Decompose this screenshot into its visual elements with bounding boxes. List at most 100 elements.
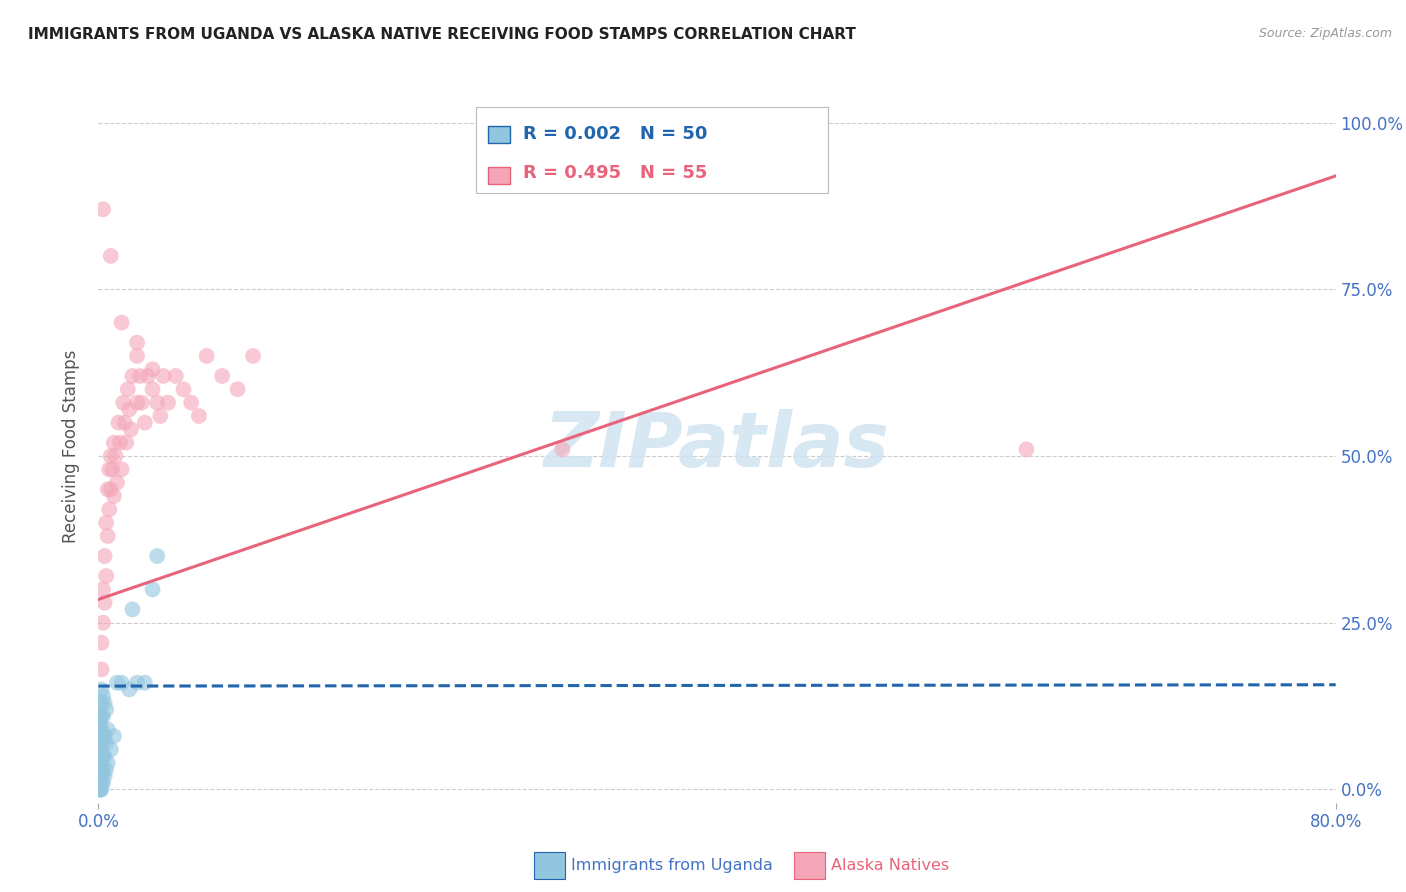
Point — [103, 729, 125, 743]
Point — [89, 742, 111, 756]
Point — [90, 709, 112, 723]
Point — [152, 368, 174, 383]
Text: ZIPatlas: ZIPatlas — [544, 409, 890, 483]
Point — [120, 422, 142, 436]
Point — [551, 442, 574, 457]
Bar — [488, 127, 510, 143]
Point — [134, 675, 156, 690]
Point — [142, 582, 165, 597]
Point — [146, 395, 169, 409]
Text: R = 0.002   N = 50: R = 0.002 N = 50 — [523, 125, 707, 143]
Point — [90, 662, 112, 676]
Point — [90, 763, 112, 777]
Point — [188, 409, 211, 423]
Point — [93, 596, 115, 610]
Point — [89, 736, 111, 750]
Point — [90, 696, 112, 710]
Point — [96, 516, 118, 530]
Point — [89, 756, 111, 770]
Point — [226, 382, 249, 396]
Point — [242, 349, 264, 363]
Point — [91, 763, 114, 777]
Point — [101, 462, 124, 476]
Point — [127, 675, 149, 690]
Point — [90, 776, 112, 790]
Point — [107, 416, 129, 430]
Point — [97, 529, 120, 543]
Point — [93, 729, 115, 743]
Point — [111, 316, 134, 330]
Point — [111, 462, 134, 476]
Point — [96, 702, 118, 716]
Point — [98, 462, 121, 476]
Point — [89, 782, 111, 797]
Point — [90, 749, 112, 764]
Point — [180, 395, 202, 409]
Text: Alaska Natives: Alaska Natives — [831, 858, 949, 872]
Point — [129, 368, 152, 383]
Point — [134, 416, 156, 430]
Point — [1015, 442, 1038, 457]
Point — [90, 636, 112, 650]
Point — [93, 749, 115, 764]
Point — [91, 689, 114, 703]
Point — [96, 736, 118, 750]
Point — [90, 682, 112, 697]
Bar — [475, 107, 828, 193]
Point — [173, 382, 195, 396]
Point — [90, 782, 112, 797]
Point — [89, 723, 111, 737]
Point — [100, 449, 122, 463]
Point — [100, 742, 122, 756]
Bar — [488, 168, 510, 184]
Point — [103, 489, 125, 503]
Point — [108, 435, 131, 450]
Point — [89, 709, 111, 723]
Point — [165, 368, 187, 383]
Point — [149, 409, 172, 423]
Point — [131, 395, 153, 409]
Point — [211, 368, 233, 383]
Text: R = 0.495   N = 55: R = 0.495 N = 55 — [523, 164, 707, 182]
Point — [97, 723, 120, 737]
Point — [100, 483, 122, 497]
Point — [104, 449, 127, 463]
Point — [89, 715, 111, 730]
Point — [96, 763, 118, 777]
Point — [90, 723, 112, 737]
Point — [89, 782, 111, 797]
Point — [90, 736, 112, 750]
Point — [89, 782, 111, 797]
Point — [91, 582, 114, 597]
Point — [114, 416, 136, 430]
Point — [91, 776, 114, 790]
Point — [105, 675, 128, 690]
Point — [118, 682, 141, 697]
Y-axis label: Receiving Food Stamps: Receiving Food Stamps — [62, 350, 80, 542]
Point — [98, 502, 121, 516]
Point — [127, 349, 149, 363]
Point — [105, 475, 128, 490]
Point — [127, 335, 149, 350]
Point — [89, 776, 111, 790]
Point — [96, 569, 118, 583]
Point — [127, 395, 149, 409]
Point — [157, 395, 180, 409]
Point — [118, 402, 141, 417]
Text: Source: ZipAtlas.com: Source: ZipAtlas.com — [1258, 27, 1392, 40]
Point — [100, 249, 122, 263]
Point — [91, 729, 114, 743]
Point — [112, 395, 135, 409]
Point — [115, 435, 138, 450]
Point — [111, 675, 134, 690]
Point — [97, 483, 120, 497]
Point — [89, 763, 111, 777]
Point — [91, 749, 114, 764]
Text: Immigrants from Uganda: Immigrants from Uganda — [571, 858, 773, 872]
Point — [142, 362, 165, 376]
Point — [121, 368, 143, 383]
Point — [91, 202, 114, 217]
Point — [90, 769, 112, 783]
Point — [89, 749, 111, 764]
Point — [93, 696, 115, 710]
